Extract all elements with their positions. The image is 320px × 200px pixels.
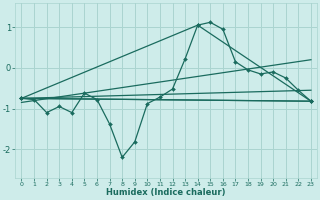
X-axis label: Humidex (Indice chaleur): Humidex (Indice chaleur) xyxy=(107,188,226,197)
